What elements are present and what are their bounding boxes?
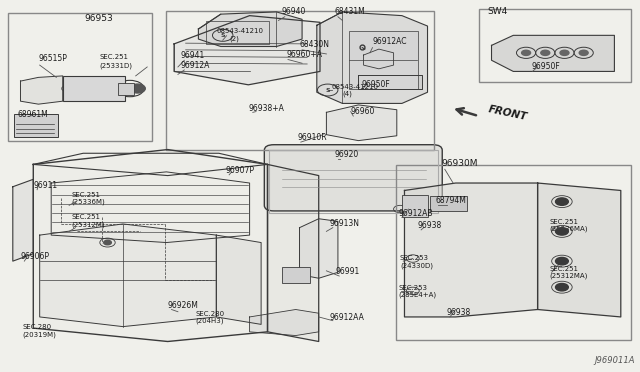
Text: 96938+A: 96938+A [248,105,284,113]
Bar [206,21,269,44]
Text: SEC.253: SEC.253 [400,255,429,261]
Bar [349,31,418,89]
Bar [402,195,428,217]
Text: 96906P: 96906P [20,252,49,261]
Text: 96940: 96940 [282,7,306,16]
Text: 96515P: 96515P [38,54,67,63]
Polygon shape [268,164,319,341]
Circle shape [579,50,588,55]
Bar [118,83,134,95]
Text: 96911: 96911 [33,181,58,190]
Polygon shape [40,224,216,327]
Text: (2): (2) [229,35,239,42]
Bar [430,196,467,211]
Text: (204H3): (204H3) [195,318,224,324]
Text: SEC.280: SEC.280 [22,324,52,330]
Text: SEC.251: SEC.251 [99,54,128,60]
Text: 96991: 96991 [336,267,360,276]
Circle shape [522,50,531,55]
Text: 08543-41210: 08543-41210 [216,28,263,34]
Text: 96938: 96938 [447,308,471,317]
Text: 96912AA: 96912AA [330,313,364,322]
Text: SEC.251: SEC.251 [72,192,100,198]
Text: 96913N: 96913N [330,219,360,228]
Text: 96941: 96941 [180,51,205,60]
Circle shape [556,228,568,235]
Text: 96960: 96960 [351,107,375,116]
Polygon shape [33,150,268,341]
Text: (20319M): (20319M) [22,331,56,338]
Bar [63,76,125,101]
Text: J969011A: J969011A [595,356,635,365]
Text: 96950F: 96950F [362,80,390,89]
Bar [396,165,631,340]
Bar [166,11,434,150]
Circle shape [556,257,568,265]
Text: 68961M: 68961M [18,110,49,119]
Bar [479,9,631,82]
Text: 68430N: 68430N [300,40,330,49]
Text: FRONT: FRONT [488,104,529,122]
Text: 96930M: 96930M [442,159,478,168]
Text: 96912AC: 96912AC [372,38,407,46]
Text: SEC.251: SEC.251 [549,266,578,272]
Bar [8,13,152,141]
Polygon shape [492,35,614,71]
Text: 96907P: 96907P [225,166,254,175]
Polygon shape [358,75,422,89]
Text: SW4: SW4 [488,7,508,16]
Text: 08543-41210: 08543-41210 [332,84,378,90]
Circle shape [560,50,569,55]
Text: SEC.251: SEC.251 [549,219,578,225]
Circle shape [556,198,568,205]
Circle shape [541,50,550,55]
Polygon shape [326,105,397,141]
Bar [282,267,310,283]
Text: (285E4+A): (285E4+A) [398,292,436,298]
Text: 96920: 96920 [334,150,358,159]
Polygon shape [20,76,63,104]
Polygon shape [13,179,33,261]
Text: 68794M: 68794M [435,196,466,205]
Text: SEC.251: SEC.251 [72,214,100,220]
Circle shape [556,283,568,291]
Bar [14,114,58,137]
Polygon shape [317,12,428,103]
Bar [269,150,438,213]
Polygon shape [364,49,394,69]
Text: (25336M): (25336M) [72,199,106,205]
Text: (25312MA): (25312MA) [549,273,588,279]
Polygon shape [216,235,261,324]
Polygon shape [404,183,538,317]
Polygon shape [538,183,621,317]
Text: (25336MA): (25336MA) [549,226,588,232]
Polygon shape [250,310,319,336]
Text: 96912AB: 96912AB [398,209,433,218]
Text: 96953: 96953 [85,14,113,23]
Text: S: S [325,87,330,93]
Text: (4): (4) [342,91,352,97]
Text: SEC.280: SEC.280 [195,311,225,317]
Polygon shape [300,219,338,278]
Text: S: S [220,33,225,38]
Text: 96910R: 96910R [298,133,327,142]
FancyBboxPatch shape [264,145,442,211]
Text: (25331D): (25331D) [99,62,132,69]
Text: (24330D): (24330D) [400,262,433,269]
Text: 96926M: 96926M [168,301,198,310]
Text: 68431M: 68431M [335,7,365,16]
Circle shape [104,240,111,245]
Text: 96950F: 96950F [531,62,560,71]
Polygon shape [174,16,320,85]
Polygon shape [198,12,302,46]
Text: (25312M): (25312M) [72,221,106,228]
Circle shape [130,84,145,93]
Text: SEC.253: SEC.253 [398,285,427,291]
Text: 96938: 96938 [417,221,442,230]
Text: 96912A: 96912A [180,61,210,70]
Text: 96960+A: 96960+A [287,50,323,59]
